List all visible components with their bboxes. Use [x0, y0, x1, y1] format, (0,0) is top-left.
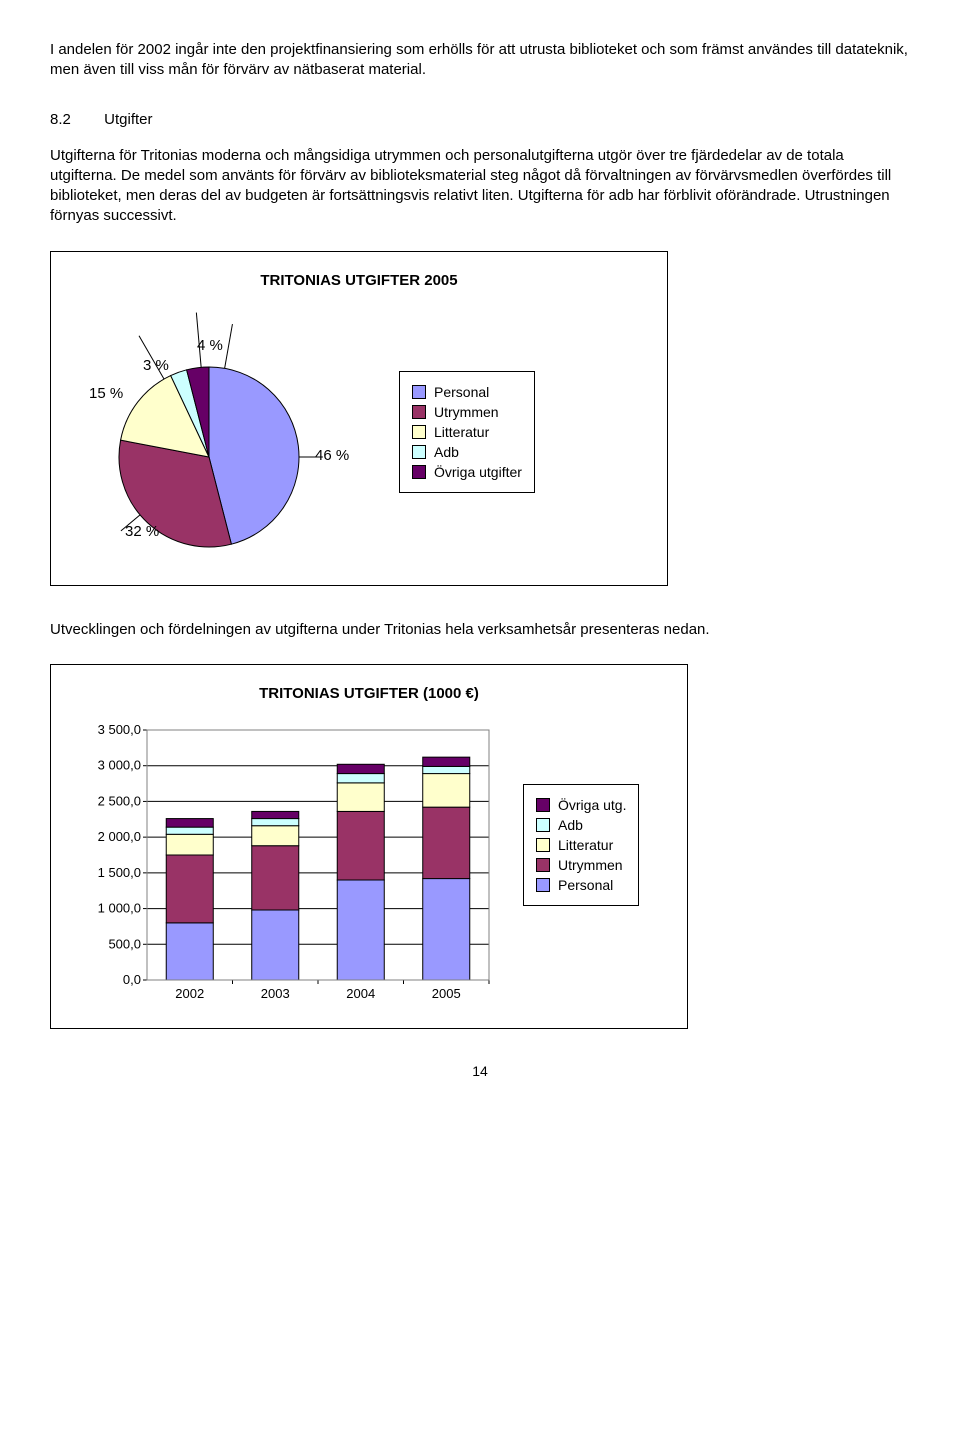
bar-segment [423, 757, 470, 766]
legend-swatch [412, 465, 426, 479]
legend-label: Litteratur [558, 837, 613, 853]
bar-segment [252, 845, 299, 909]
y-axis-label: 1 500,0 [98, 865, 141, 880]
bar-segment [337, 811, 384, 880]
legend-swatch [536, 878, 550, 892]
bar-segment [252, 818, 299, 825]
page-number: 14 [50, 1063, 910, 1079]
legend-label: Övriga utg. [558, 797, 626, 813]
legend-item: Litteratur [412, 424, 522, 440]
pie-label-46: 46 % [315, 447, 349, 464]
bar-segment [337, 880, 384, 980]
bar-segment [423, 766, 470, 773]
legend-label: Övriga utgifter [434, 464, 522, 480]
pie-legend: Personal Utrymmen Litteratur Adb Övriga utgi… [399, 371, 535, 493]
bar-segment [252, 811, 299, 818]
bar-segment [337, 783, 384, 812]
bar-segment [423, 773, 470, 807]
intro-paragraph: I andelen för 2002 ingår inte den projek… [50, 40, 910, 81]
pie-chart-container: TRITONIAS UTGIFTER 2005 4 % 3 % 15 % 46 … [50, 251, 668, 586]
y-axis-label: 2 500,0 [98, 793, 141, 808]
body-paragraph-1: Utgifterna för Tritonias moderna och mån… [50, 146, 910, 227]
bar-segment [252, 910, 299, 980]
legend-label: Utrymmen [434, 404, 499, 420]
x-axis-label: 2002 [175, 986, 204, 1001]
legend-label: Adb [558, 817, 583, 833]
legend-swatch [536, 798, 550, 812]
body-paragraph-2: Utvecklingen och fördelningen av utgifte… [50, 620, 910, 640]
legend-item: Utrymmen [536, 857, 626, 873]
legend-item: Adb [412, 444, 522, 460]
x-axis-label: 2005 [432, 986, 461, 1001]
bar-segment [337, 773, 384, 782]
x-axis-label: 2003 [261, 986, 290, 1001]
bar-segment [166, 827, 213, 834]
bar-segment [423, 807, 470, 878]
legend-item: Övriga utg. [536, 797, 626, 813]
legend-label: Litteratur [434, 424, 489, 440]
bar-legend: Övriga utg. Adb Litteratur Utrymmen Personal [523, 784, 639, 906]
legend-item: Personal [536, 877, 626, 893]
legend-label: Utrymmen [558, 857, 623, 873]
bar-segment [166, 923, 213, 980]
legend-item: Personal [412, 384, 522, 400]
pie-label-15: 15 % [89, 385, 123, 402]
legend-label: Adb [434, 444, 459, 460]
y-axis-label: 2 000,0 [98, 829, 141, 844]
pie-label-4: 4 % [197, 337, 223, 354]
legend-item: Litteratur [536, 837, 626, 853]
section-heading: 8.2 Utgifter [50, 111, 910, 128]
section-title: Utgifter [104, 111, 152, 128]
pie-label-3: 3 % [143, 357, 169, 374]
legend-item: Övriga utgifter [412, 464, 522, 480]
bar-chart-container: TRITONIAS UTGIFTER (1000 €) 0,0 500,0 1 00… [50, 664, 688, 1029]
legend-item: Adb [536, 817, 626, 833]
legend-label: Personal [434, 384, 489, 400]
legend-item: Utrymmen [412, 404, 522, 420]
legend-swatch [412, 405, 426, 419]
legend-swatch [536, 838, 550, 852]
bar-segment [423, 878, 470, 979]
pie-chart: 4 % 3 % 15 % 46 % 32 % [79, 307, 359, 557]
y-axis-label: 0,0 [123, 972, 141, 987]
bar-segment [166, 855, 213, 923]
legend-swatch [412, 445, 426, 459]
y-axis-label: 500,0 [108, 936, 141, 951]
bar-segment [166, 818, 213, 827]
legend-swatch [412, 425, 426, 439]
legend-swatch [536, 818, 550, 832]
y-axis-label: 3 000,0 [98, 757, 141, 772]
bar-segment [252, 825, 299, 845]
bar-segment [166, 834, 213, 855]
bar-chart: 0,0 500,0 1 000,0 1 500,0 2 000,0 2 500,0 3 00… [79, 720, 499, 1014]
bar-chart-title: TRITONIAS UTGIFTER (1000 €) [79, 685, 659, 702]
bar-segment [337, 764, 384, 773]
legend-swatch [412, 385, 426, 399]
legend-label: Personal [558, 877, 613, 893]
section-number: 8.2 [50, 111, 100, 128]
y-axis-label: 3 500,0 [98, 722, 141, 737]
pie-label-32: 32 % [125, 523, 159, 540]
y-axis-label: 1 000,0 [98, 900, 141, 915]
legend-swatch [536, 858, 550, 872]
x-axis-label: 2004 [346, 986, 375, 1001]
pie-chart-title: TRITONIAS UTGIFTER 2005 [79, 272, 639, 289]
